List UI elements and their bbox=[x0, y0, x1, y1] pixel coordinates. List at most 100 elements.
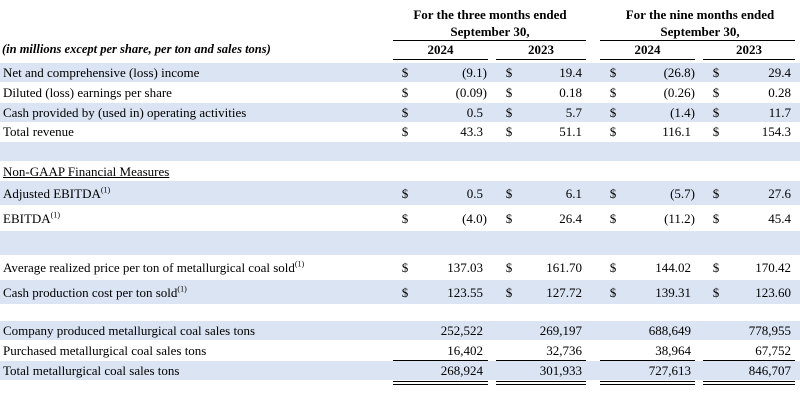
units-note: (in millions except per share, per ton a… bbox=[2, 42, 271, 56]
total-double-rule-3a bbox=[600, 381, 695, 382]
row-label-text: Purchased metallurgical coal sales tons bbox=[3, 343, 207, 358]
cell-value: (9.1) bbox=[462, 65, 487, 80]
table-row bbox=[0, 231, 800, 255]
row-label-text: Cash provided by (used in) operating act… bbox=[3, 105, 247, 120]
cell-value: 27.6 bbox=[768, 186, 791, 201]
table-row: Purchased metallurgical coal sales tons 1… bbox=[0, 341, 800, 360]
row-label: Adjusted EBITDA(1) bbox=[3, 186, 110, 201]
cell-value: 67,752 bbox=[755, 343, 791, 358]
row-label-text: Cash production cost per ton sold bbox=[3, 285, 178, 300]
currency-symbol: $ bbox=[609, 65, 617, 80]
currency-symbol: $ bbox=[712, 124, 720, 139]
row-label-text: Company produced metallurgical coal sale… bbox=[3, 323, 256, 338]
year-col-2: 2023 bbox=[528, 42, 554, 57]
year-col-3: 2024 bbox=[634, 42, 661, 57]
row-label: Cash provided by (used in) operating act… bbox=[3, 105, 246, 120]
currency-symbol: $ bbox=[712, 211, 720, 226]
currency-symbol: $ bbox=[505, 85, 513, 100]
table-row: EBITDA(1) $ (4.0) $26.4 $ (11.2) $45.4 bbox=[0, 206, 800, 230]
year-col-4-underline bbox=[703, 59, 795, 60]
currency-symbol: $ bbox=[505, 186, 513, 201]
header-three-months-line1: For the three months ended bbox=[413, 7, 567, 22]
cell-value: 51.1 bbox=[559, 124, 582, 139]
table-row: Average realized price per ton of metall… bbox=[0, 255, 800, 279]
row-label-text: Non-GAAP Financial Measures bbox=[3, 164, 170, 179]
cell-value: 5.7 bbox=[565, 105, 582, 120]
cell-value: (4.0) bbox=[462, 211, 487, 226]
cell-value: (1.4) bbox=[670, 105, 695, 120]
cell-value: 688,649 bbox=[648, 323, 691, 338]
subtotal-rule-4 bbox=[703, 360, 795, 361]
currency-symbol: $ bbox=[712, 105, 720, 120]
table-row: Adjusted EBITDA(1) $0.5 $6.1 $ (5.7) $27.6 bbox=[0, 181, 800, 205]
cell-value: 0.28 bbox=[768, 85, 791, 100]
currency-symbol: $ bbox=[505, 105, 513, 120]
cell-value: 268,924 bbox=[440, 363, 483, 378]
cell-value: 139.31 bbox=[655, 285, 691, 300]
row-label-text: Total revenue bbox=[3, 124, 74, 139]
row-label: Diluted (loss) earnings per share bbox=[3, 85, 172, 100]
currency-symbol: $ bbox=[609, 211, 617, 226]
cell-value: 26.4 bbox=[559, 211, 582, 226]
row-label-text: Adjusted EBITDA bbox=[3, 186, 101, 201]
cell-value: (26.8) bbox=[663, 65, 695, 80]
currency-symbol: $ bbox=[401, 211, 409, 226]
total-double-rule-1a bbox=[393, 381, 488, 382]
footnote-marker: (1) bbox=[100, 185, 111, 195]
cell-value: 6.1 bbox=[565, 186, 582, 201]
currency-symbol: $ bbox=[609, 186, 617, 201]
currency-symbol: $ bbox=[609, 260, 617, 275]
currency-symbol: $ bbox=[609, 105, 617, 120]
currency-symbol: $ bbox=[505, 65, 513, 80]
table-row: Total revenue $43.3 $51.1 $116.1 $154.3 bbox=[0, 122, 800, 141]
currency-symbol: $ bbox=[505, 211, 513, 226]
currency-symbol: $ bbox=[712, 65, 720, 80]
subtotal-rule-2 bbox=[496, 360, 586, 361]
table-row: Cash production cost per ton sold(1) $123… bbox=[0, 280, 800, 304]
total-double-rule-2a bbox=[496, 381, 586, 382]
table-row: Company produced metallurgical coal sale… bbox=[0, 321, 800, 340]
year-col-3-underline bbox=[600, 59, 695, 60]
table-row bbox=[0, 304, 800, 321]
header-nine-months-underline bbox=[600, 40, 795, 41]
year-col-4: 2023 bbox=[736, 42, 762, 57]
currency-symbol: $ bbox=[712, 186, 720, 201]
cell-value: 29.4 bbox=[768, 65, 791, 80]
cell-value: 269,197 bbox=[539, 323, 582, 338]
subtotal-rule-3 bbox=[600, 360, 695, 361]
cell-value: 32,736 bbox=[546, 343, 582, 358]
cell-value: (11.2) bbox=[664, 211, 695, 226]
header-nine-months-line2: September 30, bbox=[660, 24, 740, 39]
total-double-rule-4a bbox=[703, 381, 795, 382]
currency-symbol: $ bbox=[401, 124, 409, 139]
row-label-text: Total metallurgical coal sales tons bbox=[3, 363, 180, 378]
row-label: Total metallurgical coal sales tons bbox=[3, 363, 179, 378]
row-label: Cash production cost per ton sold(1) bbox=[3, 285, 187, 300]
year-col-2-underline bbox=[496, 59, 586, 60]
currency-symbol: $ bbox=[401, 65, 409, 80]
row-label: Company produced metallurgical coal sale… bbox=[3, 323, 255, 338]
footnote-marker: (1) bbox=[50, 210, 60, 220]
cell-value: 137.03 bbox=[447, 260, 483, 275]
footnote-marker: (1) bbox=[177, 284, 187, 294]
row-label: Total revenue bbox=[3, 124, 74, 139]
currency-symbol: $ bbox=[401, 105, 409, 120]
cell-value: 11.7 bbox=[768, 105, 791, 120]
table-row: Total metallurgical coal sales tons 268,9… bbox=[0, 361, 800, 380]
currency-symbol: $ bbox=[401, 186, 409, 201]
table-row: Diluted (loss) earnings per share $ (0.09)… bbox=[0, 83, 800, 102]
currency-symbol: $ bbox=[401, 260, 409, 275]
subtotal-rule-1 bbox=[393, 360, 488, 361]
cell-value: 727,613 bbox=[648, 363, 691, 378]
cell-value: 154.3 bbox=[761, 124, 791, 139]
cell-value: 0.5 bbox=[466, 105, 483, 120]
cell-value: 778,955 bbox=[748, 323, 791, 338]
currency-symbol: $ bbox=[505, 124, 513, 139]
currency-symbol: $ bbox=[401, 85, 409, 100]
row-label: Purchased metallurgical coal sales tons bbox=[3, 343, 206, 358]
cell-value: 144.02 bbox=[655, 260, 691, 275]
currency-symbol: $ bbox=[609, 124, 617, 139]
cell-value: 43.3 bbox=[460, 124, 483, 139]
header-nine-months-line1: For the nine months ended bbox=[625, 7, 775, 22]
currency-symbol: $ bbox=[712, 260, 720, 275]
